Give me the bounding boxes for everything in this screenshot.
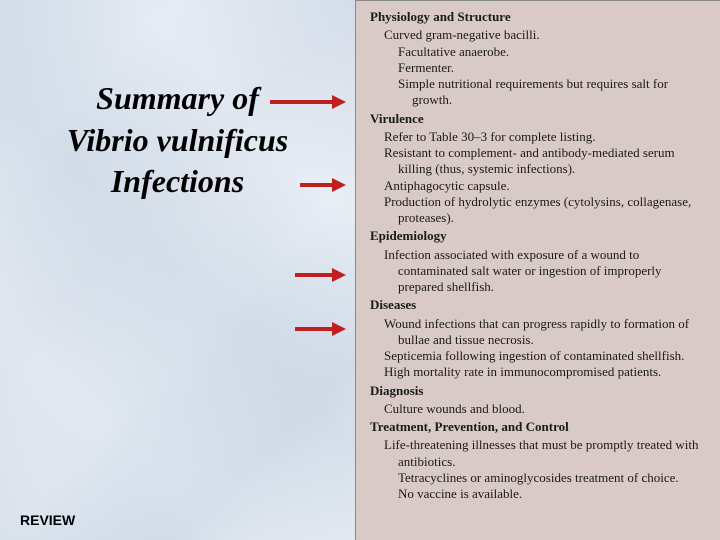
entry-text: Culture wounds and blood.: [384, 401, 710, 417]
entry-text: High mortality rate in immunocompromised…: [384, 364, 710, 380]
entry-text: Refer to Table 30–3 for complete listing…: [384, 129, 710, 145]
section-heading: Diagnosis: [370, 383, 710, 399]
subentry-text: Facultative anaerobe.: [384, 44, 710, 60]
entry-text: Tetracyclines or aminoglycosides treatme…: [384, 470, 710, 486]
section-heading: Treatment, Prevention, and Control: [370, 419, 710, 435]
left-panel: Summary of Vibrio vulnificus Infections …: [0, 0, 355, 540]
entry-text: No vaccine is available.: [384, 486, 710, 502]
subentry-text: Simple nutritional requirements but requ…: [384, 76, 710, 109]
subentry-text: Fermenter.: [384, 60, 710, 76]
pointer-arrow-1: [270, 95, 346, 109]
entry-text: Wound infections that can progress rapid…: [384, 316, 710, 349]
section-heading: Physiology and Structure: [370, 9, 710, 25]
review-label: REVIEW: [20, 512, 75, 528]
entry-text: Life-threatening illnesses that must be …: [384, 437, 710, 470]
textbook-excerpt-panel: Physiology and Structure Curved gram-nega…: [355, 0, 720, 540]
entry-text: Curved gram-negative bacilli.: [384, 27, 710, 43]
entry-text: Antiphagocytic capsule.: [384, 178, 710, 194]
section-heading: Virulence: [370, 111, 710, 127]
entry-text: Septicemia following ingestion of contam…: [384, 348, 710, 364]
pointer-arrow-2: [300, 178, 346, 192]
title-line-2: Vibrio vulnificus: [0, 120, 355, 162]
entry-text: Resistant to complement- and antibody-me…: [384, 145, 710, 178]
section-heading: Epidemiology: [370, 228, 710, 244]
section-heading: Diseases: [370, 297, 710, 313]
entry-text: Infection associated with exposure of a …: [384, 247, 710, 296]
pointer-arrow-4: [295, 322, 346, 336]
entry-text: Production of hydrolytic enzymes (cytoly…: [384, 194, 710, 227]
pointer-arrow-3: [295, 268, 346, 282]
